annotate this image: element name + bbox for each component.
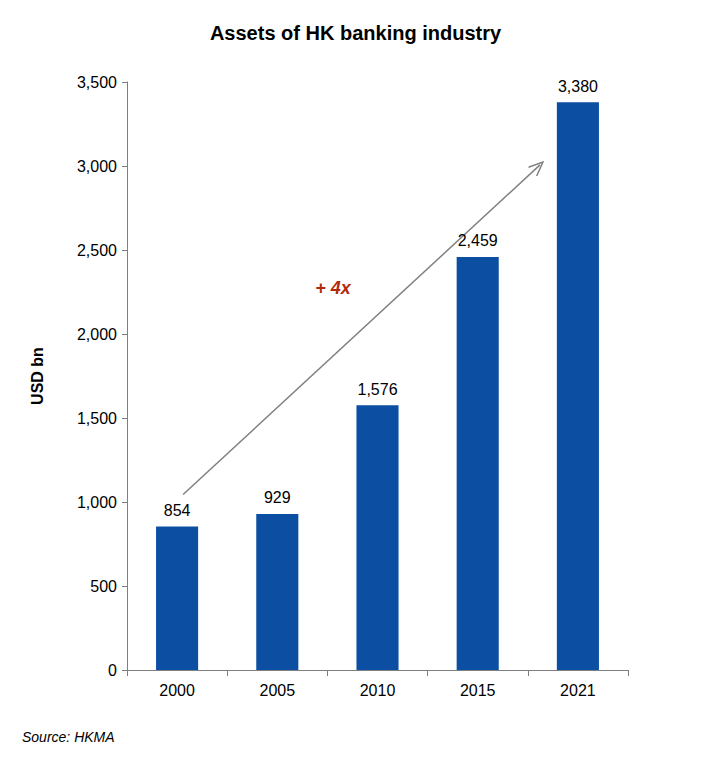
svg-text:1,000: 1,000: [77, 494, 117, 511]
svg-text:0: 0: [108, 662, 117, 679]
svg-text:Assets of HK banking industry: Assets of HK banking industry: [210, 22, 502, 44]
svg-text:3,000: 3,000: [77, 158, 117, 175]
svg-text:2010: 2010: [360, 682, 396, 699]
svg-text:2000: 2000: [159, 682, 195, 699]
svg-text:2,500: 2,500: [77, 242, 117, 259]
svg-text:854: 854: [164, 502, 191, 519]
svg-text:929: 929: [264, 489, 291, 506]
svg-text:500: 500: [90, 578, 117, 595]
svg-text:2015: 2015: [460, 682, 496, 699]
svg-text:2005: 2005: [260, 682, 296, 699]
svg-text:+ 4x: + 4x: [315, 278, 352, 298]
svg-text:3,380: 3,380: [558, 78, 598, 95]
svg-text:3,500: 3,500: [77, 74, 117, 91]
svg-text:2021: 2021: [560, 682, 596, 699]
svg-text:1,576: 1,576: [357, 381, 397, 398]
svg-text:2,459: 2,459: [458, 232, 498, 249]
svg-text:Source: HKMA: Source: HKMA: [22, 729, 115, 745]
svg-text:USD bn: USD bn: [29, 347, 46, 405]
svg-text:2,000: 2,000: [77, 326, 117, 343]
svg-text:1,500: 1,500: [77, 410, 117, 427]
